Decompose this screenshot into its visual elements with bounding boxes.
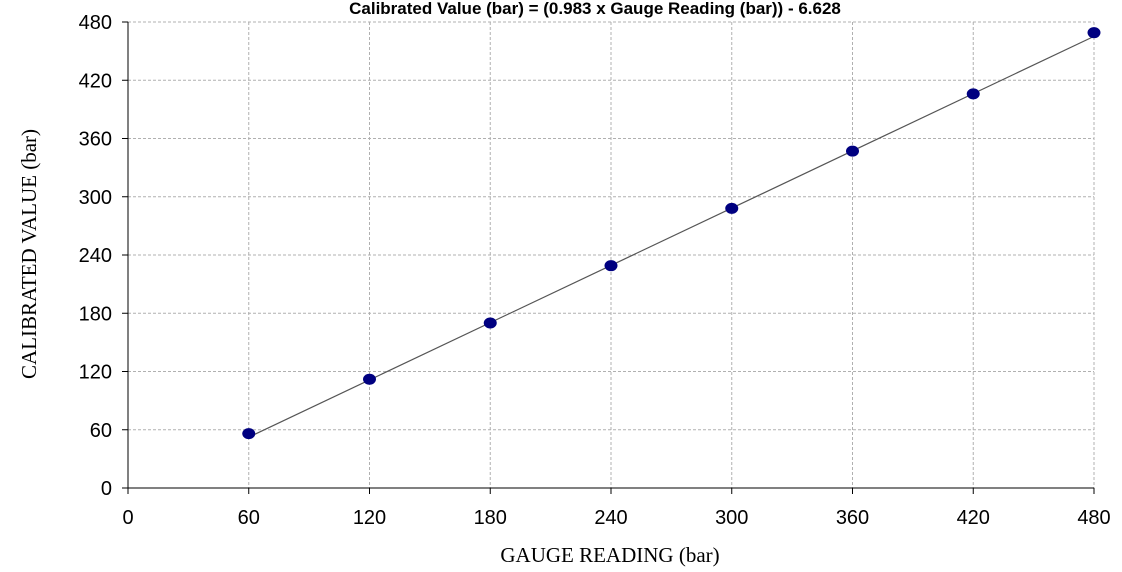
- y-tick-label-0: 0: [101, 478, 112, 500]
- x-tick-label-0: 0: [122, 507, 133, 529]
- gridlines: [128, 21, 1095, 488]
- tick-labels: 0 60 120 180 240 300 360 420 480 0 60 120 180 240 300 3…: [79, 12, 1111, 529]
- x-tick-label-420: 420: [957, 507, 990, 529]
- chart-title: Calibrated Value (bar) = (0.983 x Gauge …: [349, 0, 841, 18]
- y-tick-label-120: 120: [79, 362, 112, 384]
- y-tick-label-420: 420: [79, 70, 112, 92]
- x-tick-label-480: 480: [1077, 507, 1110, 529]
- data-point-240: [604, 260, 618, 272]
- data-point-300: [725, 202, 739, 214]
- y-tick-label-180: 180: [79, 303, 112, 325]
- trendline-group: [248, 35, 1095, 438]
- trendline: [248, 35, 1095, 438]
- y-tick-label-480: 480: [79, 12, 112, 34]
- y-axis-label: CALIBRATED VALUE (bar): [17, 129, 41, 379]
- axes: [122, 21, 1095, 494]
- data-point-420: [966, 88, 980, 100]
- y-tick-label-360: 360: [79, 129, 112, 151]
- data-points: [242, 27, 1101, 440]
- x-tick-label-120: 120: [353, 507, 386, 529]
- x-tick-label-180: 180: [474, 507, 507, 529]
- data-point-120: [363, 373, 376, 385]
- data-point-480: [1087, 27, 1101, 39]
- data-point-60: [242, 428, 256, 440]
- x-tick-label-240: 240: [594, 507, 627, 529]
- y-tick-label-300: 300: [79, 187, 112, 209]
- y-tick-label-60: 60: [90, 420, 112, 442]
- x-tick-label-300: 300: [715, 507, 748, 529]
- x-axis-label: GAUGE READING (bar): [500, 543, 719, 567]
- x-tick-label-60: 60: [238, 507, 260, 529]
- data-point-360: [846, 145, 859, 157]
- x-tick-label-360: 360: [836, 507, 869, 529]
- y-tick-label-240: 240: [79, 245, 112, 267]
- data-point-180: [483, 317, 497, 329]
